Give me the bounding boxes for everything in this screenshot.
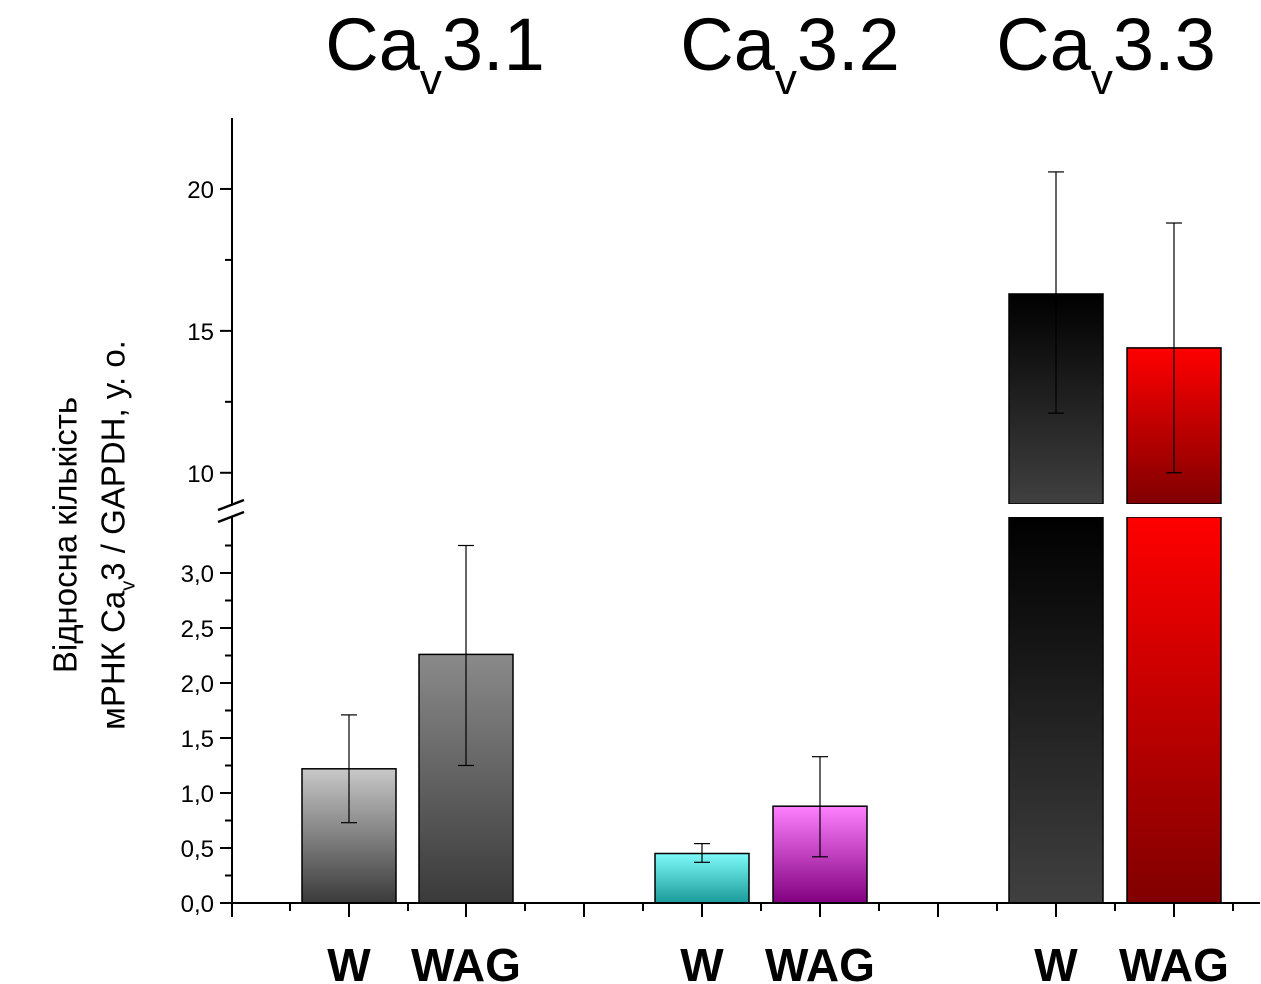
bars-layer [301,171,1222,904]
y-axis-label: Відносна кількість мРНК Cav3 / GAPDH, у.… [42,340,143,730]
y-tick-label-lower-5: 2,5 [181,616,214,643]
y-tick-label-lower-4: 2,0 [181,671,214,698]
category-label-4: WAG [765,939,875,984]
group-title-1-sub: v [419,55,442,104]
group-title-3: Cav3.3 [996,8,1215,102]
y-tick-label-lower-1: 0,5 [181,836,214,863]
group-title-2-post: 3.2 [796,3,900,86]
error-bar-5 [1048,171,1064,414]
group-title-1: Cav3.1 [325,8,544,102]
y-axis-label-line2: мРНК Cav3 / GAPDH, у. о. [90,340,143,730]
category-label-6: WAG [1119,939,1229,984]
axis-break-marks [217,498,245,524]
error-bar-3 [694,842,710,863]
y-tick-label-upper-0: 10 [187,461,214,488]
group-title-3-sub: v [1090,55,1113,104]
error-bar-2 [458,544,474,767]
y-axis-label-line2-post: 3 / GAPDH, у. о. [94,340,132,581]
y-axis-label-line1: Відносна кількість [46,396,84,674]
y-tick-label-lower-3: 1,5 [181,726,214,753]
x-axis [231,902,1260,917]
error-bar-1 [341,714,357,824]
category-labels: W WAG W WAG W WAG [327,939,1229,984]
group-title-2-main: Ca [680,3,775,86]
axis-break-band [220,504,1260,517]
y-axis-label-line2-sub: v [117,580,140,591]
group-title-3-main: Ca [996,3,1091,86]
error-bar-4 [812,756,828,858]
group-title-2: Cav3.2 [680,8,899,102]
bar-6-lower [1126,516,1222,904]
axis-layer: 0,0 0,5 1,0 1,5 2,0 2,5 3,0 10 15 20 [181,118,1260,918]
category-label-1: W [327,939,371,984]
group-title-1-main: Ca [325,3,420,86]
error-bar-6 [1166,222,1182,474]
bar-5-lower [1008,516,1104,904]
y-tick-label-lower-6: 3,0 [181,561,214,588]
category-label-2: WAG [411,939,521,984]
y-tick-label-lower-0: 0,0 [181,891,214,918]
y-tick-label-lower-2: 1,0 [181,781,214,808]
group-title-2-sub: v [774,55,797,104]
group-title-1-post: 3.1 [441,3,545,86]
category-label-5: W [1034,939,1078,984]
y-axis-label-line2-pre: мРНК Ca [94,590,132,730]
y-tick-label-upper-2: 20 [187,177,214,204]
category-label-3: W [680,939,724,984]
group-title-3-post: 3.3 [1112,3,1216,86]
y-tick-label-upper-1: 15 [187,319,214,346]
